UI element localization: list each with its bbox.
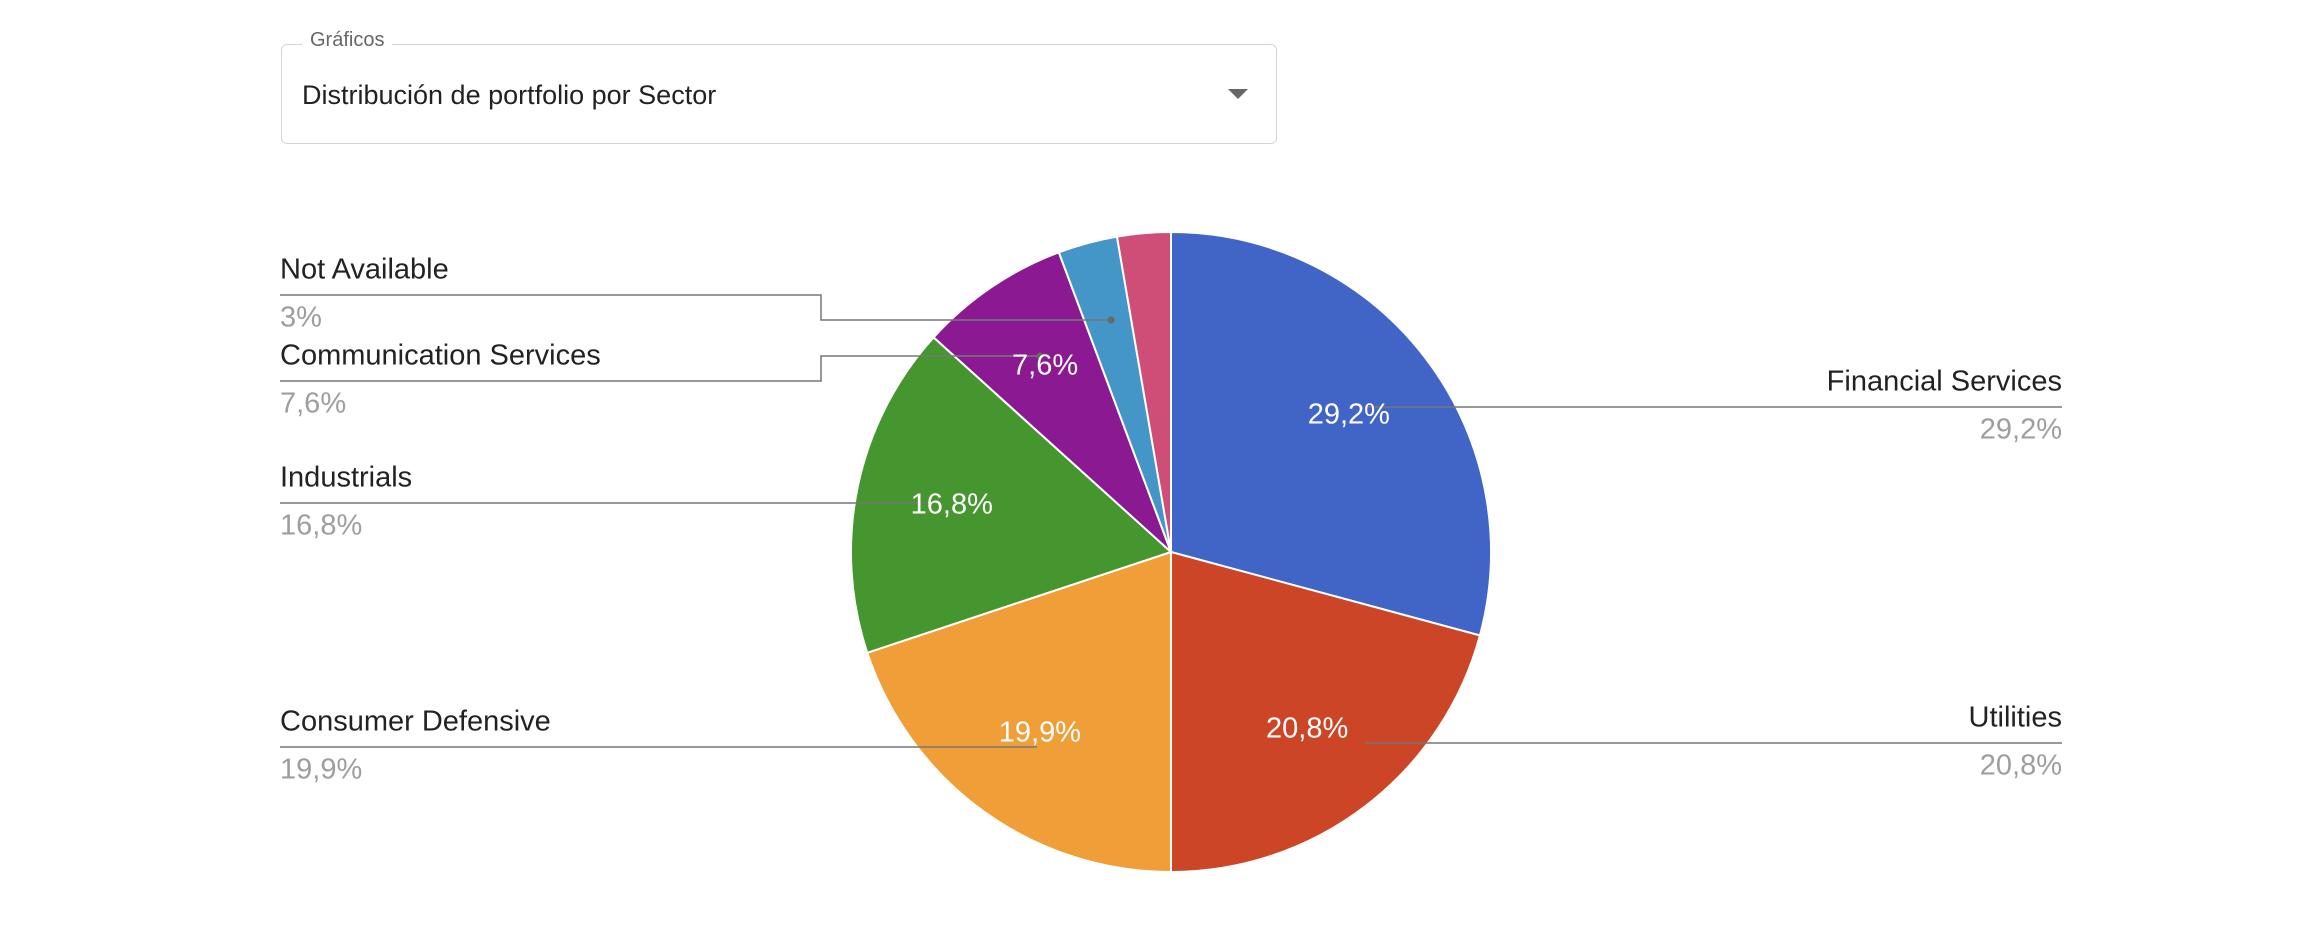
select-value: Distribución de portfolio por Sector: [302, 80, 717, 110]
pie-slice: [1170, 230, 1492, 637]
label-percent: 3%: [280, 302, 322, 334]
select-arrow: [1228, 89, 1248, 99]
leader-dot: [1036, 352, 1044, 360]
slice-label: 20,8%: [1266, 713, 1348, 745]
label-percent: 20,8%: [1980, 750, 2062, 782]
pie-slice: [1115, 230, 1172, 553]
pie-slice: [1170, 550, 1482, 874]
label-name: Not Available: [280, 254, 449, 286]
slice-label: 19,9%: [999, 716, 1081, 748]
label-percent: 7,6%: [280, 388, 346, 420]
label-percent: 16,8%: [280, 510, 362, 542]
pie-slice: [866, 550, 1172, 874]
pie-slice: [1057, 235, 1172, 553]
label-name: Communication Services: [280, 340, 601, 372]
leader-line: [280, 294, 1111, 321]
leader-line: [280, 355, 1040, 382]
label-percent: 29,2%: [1980, 414, 2062, 446]
slice-label: 7,6%: [1012, 349, 1078, 381]
select-label: Gráficos: [302, 29, 393, 52]
slice-label: 29,2%: [1308, 398, 1390, 430]
chart-select[interactable]: Gráficos Distribución de portfolio por S…: [281, 29, 1277, 144]
label-name: Industrials: [280, 462, 412, 494]
label-name: Consumer Defensive: [280, 706, 551, 738]
pie-slice: [932, 251, 1172, 553]
leader-dot: [1107, 316, 1115, 324]
label-percent: 19,9%: [280, 754, 362, 786]
label-name: Utilities: [1969, 702, 2062, 734]
pie-slice: [850, 335, 1173, 655]
label-name: Financial Services: [1827, 366, 2062, 398]
slice-label: 16,8%: [911, 489, 993, 521]
